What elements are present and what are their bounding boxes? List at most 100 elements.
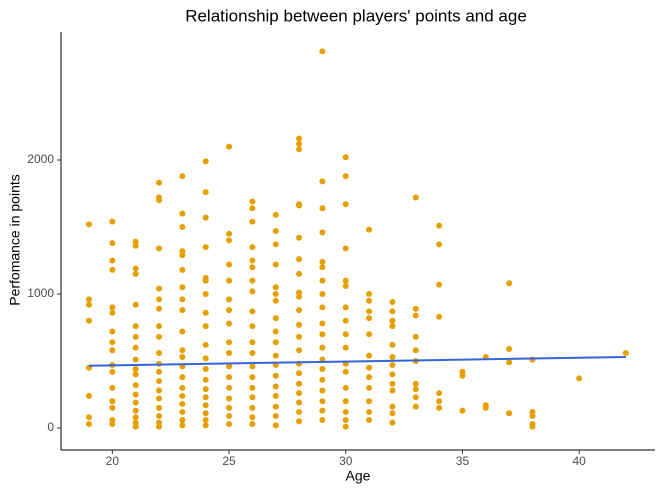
point [226, 404, 233, 411]
point [179, 328, 186, 335]
point [109, 404, 116, 411]
point [156, 323, 163, 330]
y-axis-label: Perfomance in points [7, 174, 23, 306]
point [249, 288, 256, 295]
point [296, 256, 303, 263]
point [202, 422, 209, 429]
point [506, 410, 513, 417]
point [319, 178, 326, 185]
point [342, 245, 349, 252]
point [366, 408, 373, 415]
point [179, 374, 186, 381]
point [249, 339, 256, 346]
point [86, 392, 93, 399]
y-tick-label: 1000 [27, 286, 54, 300]
point [226, 374, 233, 381]
point [319, 258, 326, 265]
point [109, 309, 116, 316]
point [156, 179, 163, 186]
point [436, 398, 443, 405]
point [342, 154, 349, 161]
point [529, 423, 536, 430]
point [226, 230, 233, 237]
point [156, 305, 163, 312]
point [436, 313, 443, 320]
point [179, 223, 186, 230]
point [202, 410, 209, 417]
point [296, 234, 303, 241]
point [226, 384, 233, 391]
point [366, 416, 373, 423]
point [342, 317, 349, 324]
point [156, 423, 163, 430]
point [319, 407, 326, 414]
point [412, 347, 419, 354]
point [179, 353, 186, 360]
point [202, 366, 209, 373]
point [202, 291, 209, 298]
point [272, 261, 279, 268]
point [109, 347, 116, 354]
point [506, 359, 513, 366]
point [109, 218, 116, 225]
point [156, 404, 163, 411]
point [412, 403, 419, 410]
trend-line [88, 355, 626, 367]
point [342, 384, 349, 391]
point [179, 173, 186, 180]
x-tick-label: 20 [106, 454, 120, 468]
point [436, 281, 443, 288]
point [389, 353, 396, 360]
point [132, 399, 139, 406]
point [366, 315, 373, 322]
point [342, 423, 349, 430]
point [156, 395, 163, 402]
point [412, 333, 419, 340]
point [319, 304, 326, 311]
point [249, 244, 256, 251]
point [132, 344, 139, 351]
point [319, 366, 326, 373]
point [156, 333, 163, 340]
point [86, 317, 93, 324]
point [366, 308, 373, 315]
point [109, 257, 116, 264]
point [272, 372, 279, 379]
point [389, 299, 396, 306]
point [272, 328, 279, 335]
point [109, 328, 116, 335]
point [109, 339, 116, 346]
point [272, 412, 279, 419]
point [319, 229, 326, 236]
x-tick-label: 40 [572, 454, 586, 468]
point [179, 307, 186, 314]
point [249, 205, 256, 212]
point [249, 277, 256, 284]
point [109, 240, 116, 247]
point [202, 416, 209, 423]
point [412, 386, 419, 393]
point [319, 344, 326, 351]
point [272, 284, 279, 291]
point [296, 418, 303, 425]
point [272, 339, 279, 346]
point [342, 331, 349, 338]
point [132, 333, 139, 340]
point [86, 296, 93, 303]
point [179, 296, 186, 303]
point [342, 416, 349, 423]
point [226, 296, 233, 303]
point [366, 384, 373, 391]
point [226, 349, 233, 356]
point [506, 280, 513, 287]
point [366, 331, 373, 338]
point [389, 380, 396, 387]
point [86, 421, 93, 428]
point [109, 421, 116, 428]
point [319, 264, 326, 271]
point [249, 218, 256, 225]
point [459, 407, 466, 414]
point [342, 282, 349, 289]
